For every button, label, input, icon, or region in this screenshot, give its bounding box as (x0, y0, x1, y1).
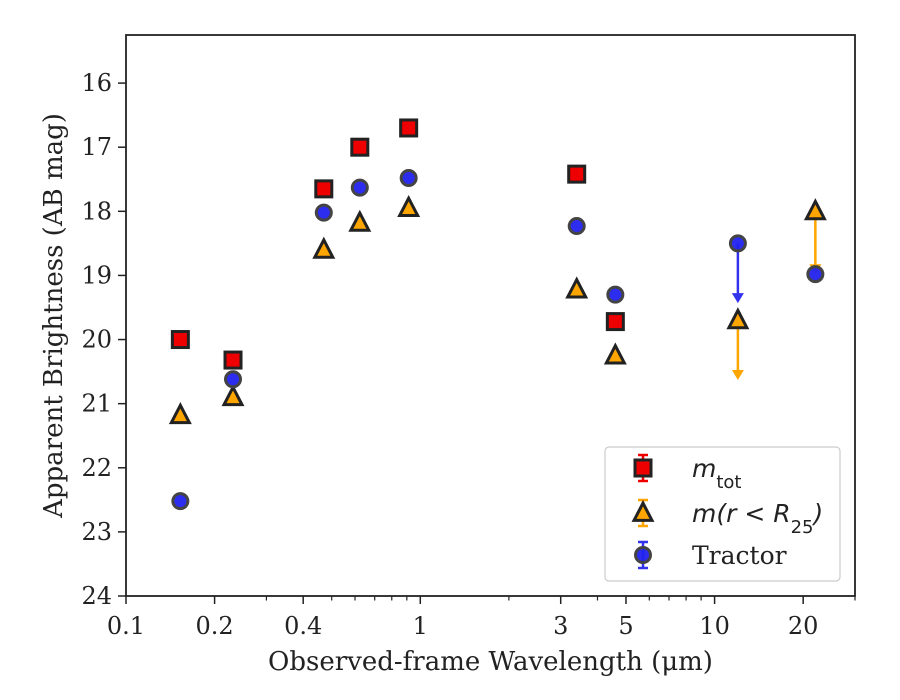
data-points (168, 118, 827, 511)
legend-label: Tractor (692, 541, 787, 570)
data-point (224, 370, 243, 389)
y-axis-label: Apparent Brightness (AB mag) (39, 113, 69, 519)
axes: 0.1 0.2 0.4 1 3 5 10 20 16 17 18 19 20 21 22 23 24 (81, 34, 856, 640)
data-point (567, 164, 587, 184)
x-tick-label: 5 (618, 612, 633, 640)
legend-label: m(r < R25) (692, 499, 823, 538)
data-point (567, 217, 586, 236)
y-tick-label: 16 (81, 69, 112, 97)
legend-label: mtot (692, 454, 742, 493)
data-point (171, 492, 190, 511)
upper-limit-arrow (731, 293, 744, 304)
data-point (223, 350, 243, 370)
data-point (726, 307, 750, 330)
upper-limit-arrow (731, 370, 744, 381)
x-tick-label: 10 (699, 612, 730, 640)
data-point (314, 179, 334, 199)
y-tick-label: 19 (81, 261, 112, 289)
y-tick-label: 21 (81, 390, 112, 418)
y-tick-label: 17 (81, 133, 112, 161)
x-tick-label: 0.1 (107, 612, 145, 640)
data-point (170, 330, 190, 350)
y-tick-label: 22 (81, 454, 112, 482)
data-point (606, 285, 625, 304)
x-tick-label: 0.4 (284, 612, 322, 640)
legend-marker (633, 458, 653, 478)
x-tick-label: 0.2 (196, 612, 234, 640)
data-point (168, 402, 192, 425)
data-point (314, 203, 333, 222)
data-point (312, 236, 336, 259)
data-point (399, 168, 418, 187)
data-point (806, 265, 825, 284)
data-point (221, 384, 245, 407)
data-point (728, 234, 747, 253)
data-point (803, 198, 827, 221)
data-point (603, 342, 627, 365)
data-point (605, 312, 625, 332)
legend: mtot m(r < R25) Tractor (604, 446, 841, 582)
data-point (565, 276, 589, 299)
data-point (399, 118, 419, 138)
x-tick-label: 20 (788, 612, 819, 640)
legend-box (604, 446, 841, 582)
data-point (350, 178, 369, 197)
legend-marker (634, 546, 652, 564)
y-tick-label: 20 (81, 326, 112, 354)
data-point (350, 137, 370, 157)
y-tick-label: 23 (81, 518, 112, 546)
x-tick-label: 1 (413, 612, 428, 640)
x-tick-label: 3 (553, 612, 568, 640)
data-point (397, 194, 421, 218)
legend-marker (631, 499, 655, 522)
y-tick-label: 24 (81, 582, 112, 610)
x-axis-label: Observed-frame Wavelength (μm) (268, 647, 713, 677)
y-tick-label: 18 (81, 197, 112, 225)
data-point (348, 209, 372, 232)
plot-frame (125, 34, 856, 597)
